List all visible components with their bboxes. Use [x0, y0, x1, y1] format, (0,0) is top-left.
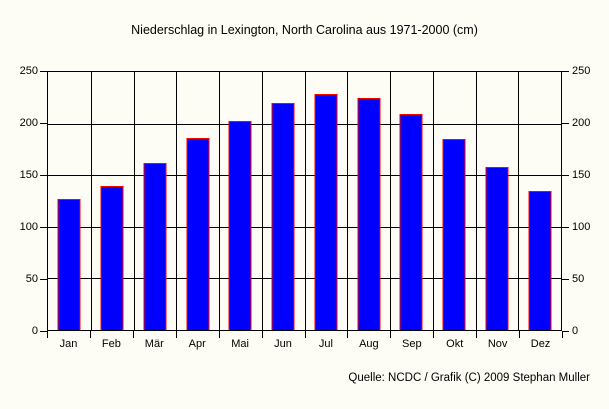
y-axis-right-tick-200 — [562, 123, 569, 124]
v-gridline-8 — [390, 72, 391, 330]
y-axis-right-tick-250 — [562, 71, 569, 72]
v-gridline-2 — [133, 72, 135, 330]
y-axis-left-tick-100 — [40, 227, 47, 228]
y-axis-right-label-100: 100 — [572, 221, 591, 233]
bar-jul — [314, 93, 338, 330]
x-axis-tick-0 — [47, 331, 48, 338]
v-gridline-6 — [304, 72, 306, 330]
x-axis-tick-3 — [175, 331, 177, 338]
y-axis-right-label-150: 150 — [572, 169, 591, 181]
x-axis-label-dez: Dez — [530, 338, 551, 350]
v-gridline-5 — [261, 72, 263, 330]
y-axis-left-tick-200 — [40, 123, 47, 124]
y-axis-left-tick-50 — [40, 279, 47, 280]
bar-aug — [357, 97, 381, 330]
x-axis-label-apr: Apr — [188, 338, 206, 350]
bar-dez — [528, 190, 552, 330]
y-axis-right-label-250: 250 — [572, 65, 591, 77]
bar-mai — [228, 120, 252, 330]
x-axis-tick-4 — [218, 331, 220, 338]
x-axis-label-mai: Mai — [231, 338, 249, 350]
y-axis-right-tick-50 — [562, 279, 569, 280]
x-axis-label-jan: Jan — [59, 338, 78, 350]
y-axis-left-label-0: 0 — [31, 325, 38, 337]
x-axis-tick-9 — [433, 331, 435, 338]
y-axis-left-tick-0 — [40, 331, 47, 332]
v-gridline-1 — [90, 72, 92, 330]
x-axis-tick-7 — [347, 331, 349, 338]
y-axis-right-label-50: 50 — [572, 273, 585, 285]
y-axis-right-tick-150 — [562, 175, 569, 176]
x-axis-tick-8 — [390, 331, 392, 338]
bar-okt — [442, 139, 466, 330]
y-axis-left-tick-150 — [40, 175, 47, 176]
bar-jan — [57, 198, 81, 330]
x-axis-label-okt: Okt — [446, 338, 464, 350]
v-gridline-3 — [176, 72, 178, 330]
x-axis-tick-12 — [562, 331, 563, 338]
x-axis-tick-10 — [476, 331, 478, 338]
x-axis-label-jul: Jul — [318, 338, 333, 350]
y-axis-left-label-100: 100 — [19, 221, 38, 233]
plot-area — [47, 71, 562, 331]
y-axis-right-label-200: 200 — [572, 117, 591, 129]
bar-sep — [399, 114, 423, 330]
y-axis-right-tick-0 — [562, 331, 569, 332]
y-axis-right-tick-100 — [562, 227, 569, 228]
chart-title: Niederschlag in Lexington, North Carolin… — [131, 23, 478, 37]
y-axis-right-label-0: 0 — [572, 325, 579, 337]
v-gridline-7 — [347, 72, 349, 330]
bar-nov — [485, 166, 509, 330]
x-axis-tick-5 — [261, 331, 263, 338]
x-axis-tick-11 — [519, 331, 521, 338]
v-gridline-9 — [432, 72, 434, 330]
x-axis-label-feb: Feb — [101, 338, 121, 350]
x-axis-label-mär: Mär — [144, 338, 164, 350]
bar-apr — [186, 138, 210, 330]
v-gridline-10 — [475, 72, 477, 330]
x-axis-tick-6 — [304, 331, 306, 338]
x-axis-tick-2 — [132, 331, 134, 338]
x-axis-label-aug: Aug — [359, 338, 379, 350]
y-axis-left-label-250: 250 — [19, 65, 38, 77]
y-axis-left-label-200: 200 — [19, 117, 38, 129]
bar-feb — [100, 185, 124, 330]
x-axis-label-sep: Sep — [401, 338, 422, 350]
source-note: Quelle: NCDC / Grafik (C) 2009 Stephan M… — [348, 372, 590, 384]
y-axis-left-tick-250 — [40, 71, 47, 72]
y-axis-left-label-150: 150 — [19, 169, 38, 181]
x-axis-label-jun: Jun — [274, 338, 292, 350]
v-gridline-4 — [219, 72, 220, 330]
v-gridline-11 — [518, 72, 520, 330]
bar-jun — [271, 102, 295, 330]
x-axis-tick-1 — [89, 331, 91, 338]
y-axis-left-label-50: 50 — [25, 273, 38, 285]
x-axis-label-nov: Nov — [487, 338, 508, 350]
bar-mär — [143, 162, 167, 330]
